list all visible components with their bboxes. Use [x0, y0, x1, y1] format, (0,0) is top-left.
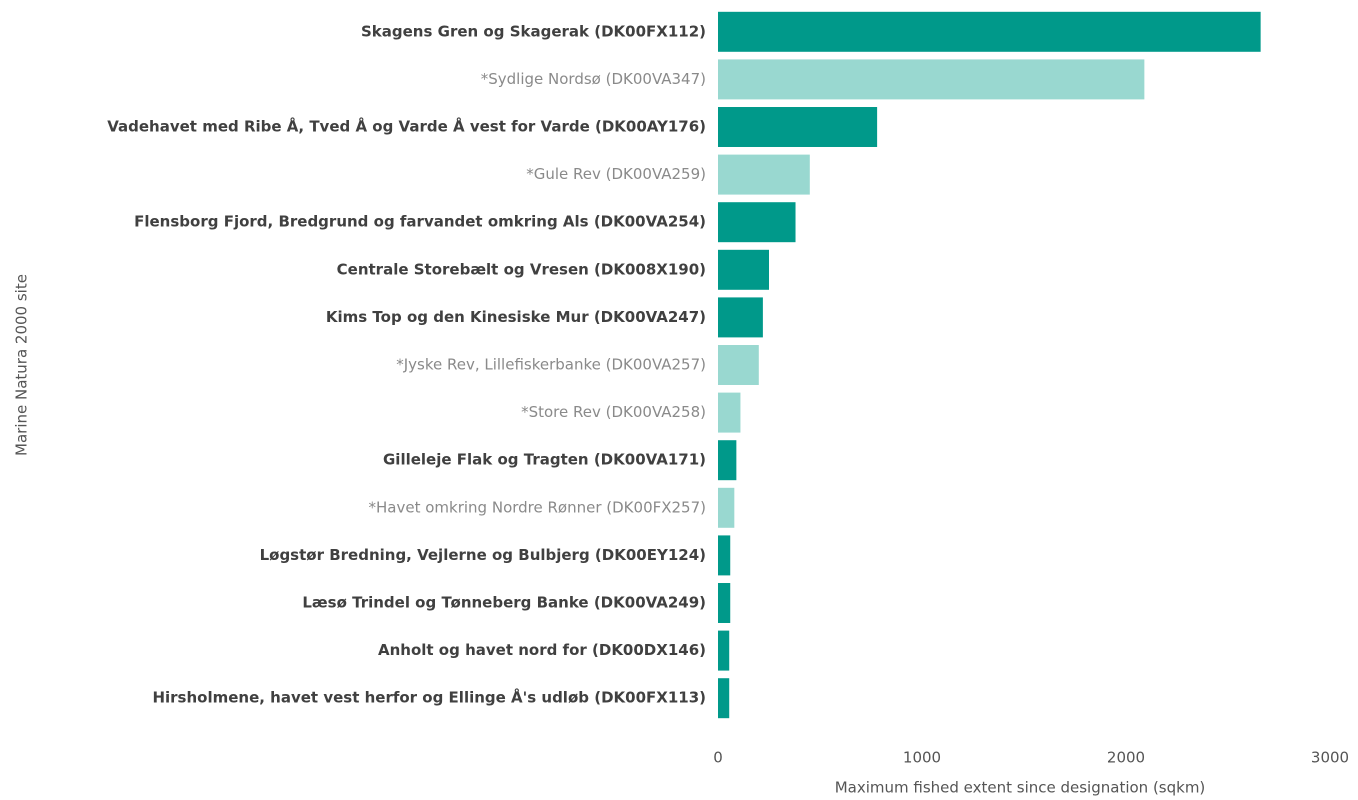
y-tick-label: Læsø Trindel og Tønneberg Banke (DK00VA2… — [302, 594, 706, 612]
bar — [718, 535, 731, 576]
y-tick-label: Centrale Storebælt og Vresen (DK008X190) — [337, 260, 706, 278]
bar — [718, 154, 810, 195]
y-axis-title: Marine Natura 2000 site — [13, 274, 31, 456]
x-tick-label: 1000 — [903, 749, 941, 767]
x-tick-label: 3000 — [1311, 749, 1349, 767]
y-tick-label: *Jyske Rev, Lillefiskerbanke (DK00VA257) — [396, 356, 706, 374]
y-tick-label: Gilleleje Flak og Tragten (DK00VA171) — [383, 451, 706, 469]
bar — [718, 392, 741, 433]
bar — [718, 107, 878, 147]
y-tick-label: Flensborg Fjord, Bredgrund og farvandet … — [134, 213, 706, 231]
bar — [718, 345, 759, 385]
y-tick-label: Hirsholmene, havet vest herfor og Elling… — [152, 688, 706, 707]
bar — [718, 59, 1145, 100]
y-tick-label: *Havet omkring Nordre Rønner (DK00FX257) — [369, 498, 706, 516]
bar — [718, 11, 1261, 52]
x-tick-label: 2000 — [1107, 749, 1145, 767]
bar — [718, 487, 735, 528]
x-axis-title: Maximum fished extent since designation … — [835, 779, 1206, 797]
bar — [718, 630, 730, 671]
y-tick-label: Løgstør Bredning, Vejlerne og Bulbjerg (… — [260, 546, 706, 564]
bar — [718, 583, 731, 623]
y-tick-label: *Sydlige Nordsø (DK00VA347) — [481, 70, 706, 88]
y-tick-label: Anholt og havet nord for (DK00DX146) — [378, 641, 706, 659]
bar — [718, 440, 737, 481]
bar — [718, 678, 730, 719]
bar — [718, 249, 769, 290]
x-tick-label: 0 — [713, 749, 723, 767]
y-tick-label: *Gule Rev (DK00VA259) — [526, 165, 706, 183]
bar — [718, 297, 763, 338]
y-tick-label: Skagens Gren og Skagerak (DK00FX112) — [361, 22, 706, 40]
y-tick-label: *Store Rev (DK00VA258) — [521, 403, 706, 421]
bar — [718, 202, 796, 243]
y-tick-label: Kims Top og den Kinesiske Mur (DK00VA247… — [326, 308, 706, 326]
y-tick-label: Vadehavet med Ribe Å, Tved Å og Varde Å … — [107, 117, 706, 136]
